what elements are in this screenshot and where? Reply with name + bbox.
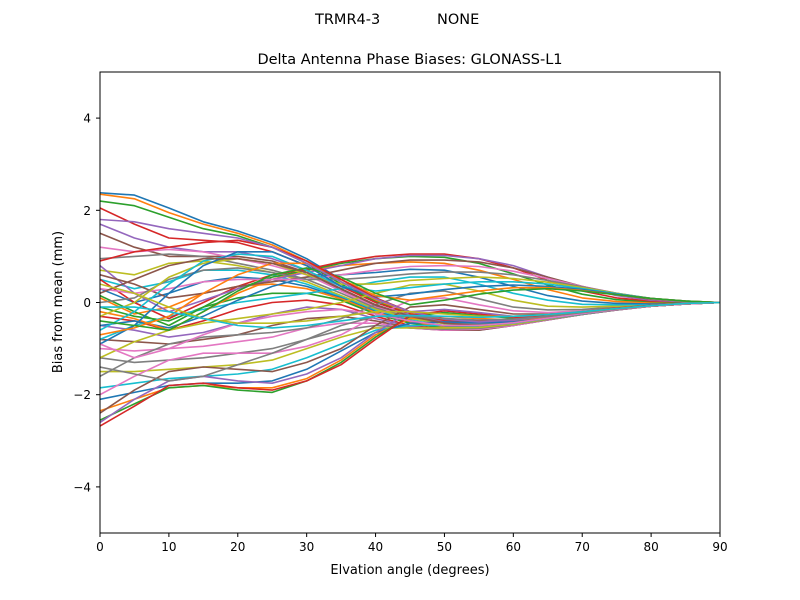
x-tick-label: 80: [643, 540, 658, 554]
x-axis-label: Elvation angle (degrees): [330, 563, 489, 578]
chart-title: Delta Antenna Phase Biases: GLONASS-L1: [257, 52, 562, 68]
series-line-28: [100, 290, 720, 378]
series-line-31: [100, 268, 720, 329]
x-tick-label: 0: [96, 540, 104, 554]
x-axis: 0 10 20 30 40 50 60 70 80 90: [96, 533, 728, 554]
suptitle-left: TRMR4-3: [314, 12, 380, 28]
x-tick-label: 20: [230, 540, 245, 554]
series-line-29: [100, 283, 720, 359]
y-tick-label: 2: [83, 204, 91, 218]
x-tick-label: 10: [161, 540, 176, 554]
x-tick-label: 30: [299, 540, 314, 554]
y-axis: −4 −2 0 2 4: [73, 112, 100, 494]
series-line-34: [100, 253, 720, 320]
series-line-43: [100, 267, 720, 332]
y-tick-label: 0: [83, 296, 91, 310]
x-tick-label: 70: [575, 540, 590, 554]
series-line-30: [100, 276, 720, 341]
y-tick-label: 4: [83, 112, 91, 126]
x-tick-label: 60: [506, 540, 521, 554]
y-tick-label: −2: [73, 388, 91, 402]
x-tick-label: 50: [437, 540, 452, 554]
y-axis-label: Bias from mean (mm): [51, 231, 66, 373]
suptitle-right: NONE: [437, 12, 479, 28]
series-layer: [100, 192, 720, 427]
x-tick-label: 40: [368, 540, 383, 554]
series-line-35: [100, 254, 720, 313]
series-line-50: [100, 301, 720, 329]
x-tick-label: 90: [712, 540, 727, 554]
y-tick-label: −4: [73, 480, 91, 494]
series-line-33: [100, 255, 720, 327]
